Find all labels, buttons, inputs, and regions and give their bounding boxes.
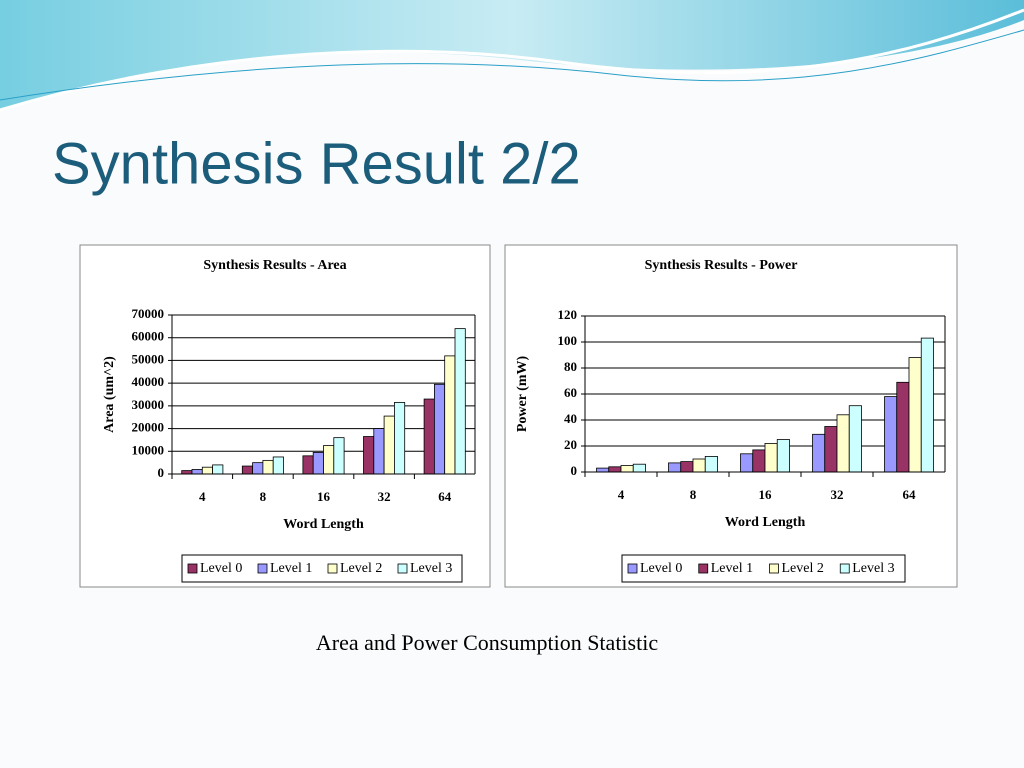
- y-tick-label: 60000: [132, 329, 165, 344]
- y-tick-label: 0: [571, 463, 578, 478]
- bar: [312, 452, 324, 475]
- bar: [632, 463, 646, 473]
- bar: [323, 445, 335, 475]
- legend-swatch: [839, 563, 850, 574]
- bar: [181, 470, 193, 475]
- x-tick-label: 16: [759, 487, 773, 502]
- y-tick-label: 70000: [132, 306, 165, 321]
- y-tick-label: 20: [564, 437, 577, 452]
- legend-swatch: [627, 563, 638, 574]
- legend-frame: [621, 554, 906, 583]
- x-tick-label: 32: [831, 487, 844, 502]
- legend-label: Level 2: [340, 561, 382, 576]
- bar: [752, 449, 766, 473]
- bar: [884, 396, 898, 473]
- bar: [596, 467, 610, 473]
- bar: [262, 459, 274, 475]
- chart-frame: [79, 244, 491, 588]
- x-tick-label: 64: [438, 489, 452, 504]
- y-tick-label: 10000: [132, 442, 165, 457]
- bar: [302, 455, 314, 475]
- y-axis-label: Power (mW): [515, 356, 530, 433]
- legend-swatch: [397, 563, 408, 574]
- legend-label: Level 1: [270, 561, 312, 576]
- legend-label: Level 3: [410, 561, 452, 576]
- legend-swatch: [257, 563, 268, 574]
- bar: [704, 455, 718, 473]
- bar: [740, 453, 754, 473]
- legend-label: Level 2: [782, 561, 824, 576]
- y-tick-label: 120: [558, 307, 578, 322]
- bar: [908, 357, 922, 473]
- bar: [241, 465, 253, 475]
- x-axis-label: Word Length: [725, 515, 806, 530]
- bar: [201, 466, 214, 475]
- bar: [444, 355, 456, 475]
- chart-frame: [504, 244, 958, 588]
- bar: [668, 462, 682, 473]
- bar: [383, 415, 395, 475]
- bar: [920, 337, 934, 473]
- bar: [608, 466, 622, 473]
- y-tick-label: 0: [158, 465, 165, 480]
- legend-swatch: [698, 563, 709, 574]
- y-tick-label: 60: [564, 385, 577, 400]
- legend-label: Level 1: [711, 561, 753, 576]
- legend-swatch: [187, 563, 198, 574]
- bar: [373, 428, 385, 475]
- slide-title: Synthesis Result 2/2: [52, 131, 581, 196]
- x-tick-label: 8: [690, 487, 697, 502]
- legend-swatch: [769, 563, 779, 574]
- y-tick-label: 40000: [132, 374, 165, 389]
- bar: [423, 398, 435, 475]
- y-tick-label: 100: [558, 333, 578, 348]
- bar: [680, 461, 694, 473]
- chart-title: Synthesis Results - Power: [645, 258, 798, 273]
- legend-label: Level 0: [640, 561, 682, 576]
- bar: [454, 328, 466, 475]
- x-axis-label: Word Length: [283, 517, 364, 532]
- bar: [363, 436, 375, 475]
- x-tick-label: 64: [903, 487, 917, 502]
- bar: [191, 469, 203, 475]
- y-tick-label: 20000: [132, 420, 165, 435]
- bar: [848, 405, 862, 473]
- wave-line: [0, 8, 1024, 112]
- x-tick-label: 16: [317, 489, 331, 504]
- bar: [812, 433, 826, 473]
- bar: [333, 437, 345, 475]
- bar: [394, 402, 406, 475]
- bar: [692, 458, 706, 473]
- bar: [620, 465, 634, 473]
- chart-title: Synthesis Results - Area: [203, 258, 346, 273]
- y-tick-label: 80: [564, 359, 577, 374]
- bar: [764, 442, 778, 473]
- bar: [252, 462, 264, 475]
- charts: Synthesis Results - Area 0 10000 20000 30000…: [79, 244, 958, 588]
- legend-label: Level 3: [852, 561, 894, 576]
- bar: [776, 439, 790, 473]
- legend-frame: [181, 554, 463, 583]
- y-tick-label: 50000: [132, 351, 165, 366]
- x-tick-label: 32: [378, 489, 391, 504]
- bar: [272, 456, 284, 475]
- y-tick-label: 40: [564, 411, 577, 426]
- wave-line: [0, 29, 1024, 101]
- bar: [836, 414, 850, 473]
- bar: [212, 464, 224, 475]
- bar: [896, 381, 910, 473]
- bar: [824, 426, 838, 473]
- legend-label: Level 0: [200, 561, 242, 576]
- x-tick-label: 4: [199, 489, 206, 504]
- y-axis-label: Area (um^2): [102, 356, 117, 433]
- legend-swatch: [327, 563, 338, 574]
- x-tick-label: 8: [260, 489, 267, 504]
- caption: Area and Power Consumption Statistic: [316, 630, 658, 655]
- x-tick-label: 4: [618, 487, 625, 502]
- y-tick-label: 30000: [132, 397, 165, 412]
- bar: [433, 383, 446, 475]
